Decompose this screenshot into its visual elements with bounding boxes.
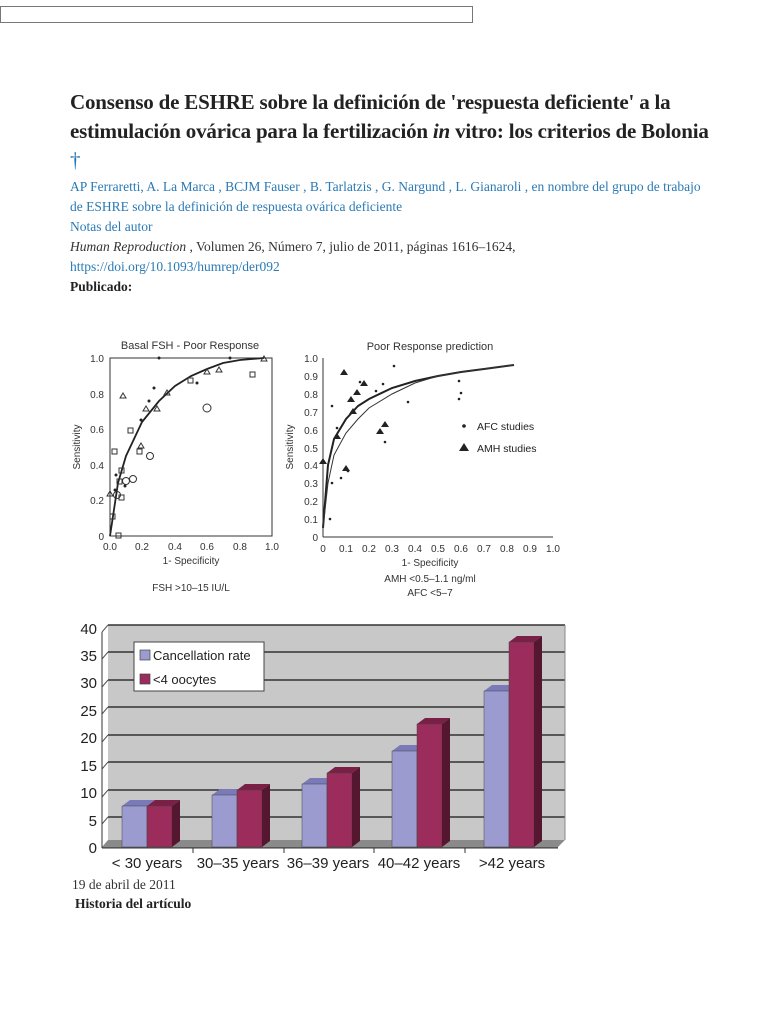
svg-text:>42 years: >42 years bbox=[479, 855, 545, 872]
chart2-ylabel: Sensitivity bbox=[285, 424, 296, 469]
svg-text:36–39 years: 36–39 years bbox=[287, 855, 370, 872]
amh-legend-label: AMH studies bbox=[477, 443, 537, 455]
chart2-caption-afc: AFC <5–7 bbox=[407, 588, 453, 599]
svg-text:0.3: 0.3 bbox=[304, 479, 318, 490]
doi-link[interactable]: https://doi.org/10.1093/humrep/der092 bbox=[70, 259, 280, 274]
svg-text:0.4: 0.4 bbox=[304, 461, 318, 472]
legend-less-4-oocytes: <4 oocytes bbox=[153, 672, 217, 687]
search-input[interactable] bbox=[0, 6, 473, 23]
author-list: AP Ferraretti, A. La Marca , BCJM Fauser… bbox=[70, 179, 701, 214]
chart2-xticks: 0 0.1 0.2 0.3 0.4 0.5 0.6 0.7 0.8 0.9 1.0 bbox=[320, 544, 560, 555]
svg-text:1.0: 1.0 bbox=[304, 354, 318, 365]
svg-text:0.2: 0.2 bbox=[304, 497, 318, 508]
svg-text:20: 20 bbox=[80, 730, 97, 747]
chart1-xlabel: 1- Specificity bbox=[163, 556, 220, 567]
author-link[interactable]: BCJM Fauser bbox=[225, 179, 300, 194]
amh-legend-marker bbox=[459, 443, 469, 451]
svg-text:40: 40 bbox=[80, 621, 97, 638]
chart2-caption-amh: AMH <0.5–1.1 ng/ml bbox=[384, 574, 475, 585]
author-notes-link[interactable]: Notas del autor bbox=[70, 219, 153, 234]
afc-legend-marker bbox=[462, 424, 466, 428]
chart1-caption: FSH >10–15 IU/L bbox=[152, 583, 230, 594]
svg-text:40–42 years: 40–42 years bbox=[378, 855, 461, 872]
svg-text:0.4: 0.4 bbox=[168, 542, 182, 553]
journal-name: Human Reproduction bbox=[70, 239, 187, 254]
svg-text:0: 0 bbox=[98, 532, 104, 543]
svg-text:0.1: 0.1 bbox=[339, 544, 353, 555]
svg-text:15: 15 bbox=[80, 758, 97, 775]
svg-text:0: 0 bbox=[312, 533, 318, 544]
group-link[interactable]: en nombre del grupo de trabajo de ESHRE … bbox=[70, 179, 701, 214]
svg-text:0.8: 0.8 bbox=[500, 544, 514, 555]
chart2-xlabel: 1- Specificity bbox=[402, 558, 459, 569]
author-link[interactable]: G. Nargund bbox=[381, 179, 446, 194]
poor-response-prediction-chart: Poor Response prediction 1.0 0.9 0.8 0.7 0.6… bbox=[285, 341, 560, 599]
svg-text:0.1: 0.1 bbox=[304, 515, 318, 526]
chart1-ylabel: Sensitivity bbox=[72, 424, 83, 469]
svg-text:0.7: 0.7 bbox=[477, 544, 491, 555]
svg-text:0.9: 0.9 bbox=[523, 544, 537, 555]
svg-text:30: 30 bbox=[80, 675, 97, 692]
article-title: Consenso de ESHRE sobre la definición de… bbox=[70, 88, 710, 175]
title-text: Consenso de ESHRE sobre la definición de… bbox=[70, 90, 671, 143]
chart1-yticks: 1.0 0.8 0.6 0.4 0.2 0 bbox=[90, 354, 104, 543]
title-text-end: vitro: los criterios de Bolonia bbox=[450, 119, 709, 143]
svg-text:0.2: 0.2 bbox=[362, 544, 376, 555]
svg-text:0: 0 bbox=[320, 544, 326, 555]
svg-text:5: 5 bbox=[89, 813, 97, 830]
chart1-title: Basal FSH - Poor Response bbox=[121, 340, 259, 352]
author-link[interactable]: A. La Marca bbox=[146, 179, 215, 194]
svg-text:0.3: 0.3 bbox=[385, 544, 399, 555]
svg-text:0.9: 0.9 bbox=[304, 372, 318, 383]
age-bar-chart: 0 5 10 15 20 25 30 35 40 < 30 years 30–35 years … bbox=[80, 621, 566, 872]
bar-yticks: 0 5 10 15 20 25 30 35 40 bbox=[80, 621, 97, 857]
author-link[interactable]: AP Ferraretti bbox=[70, 179, 141, 194]
author-link[interactable]: B. Tarlatzis bbox=[309, 179, 372, 194]
citation: Human Reproduction , Volumen 26, Número … bbox=[70, 237, 550, 277]
svg-text:< 30 years: < 30 years bbox=[112, 855, 182, 872]
published-date: 19 de abril de 2011 bbox=[72, 877, 176, 892]
svg-text:0.8: 0.8 bbox=[233, 542, 247, 553]
svg-text:0.6: 0.6 bbox=[454, 544, 468, 555]
legend-cancellation-rate: Cancellation rate bbox=[153, 648, 251, 663]
author-link[interactable]: L. Gianaroli bbox=[455, 179, 522, 194]
svg-text:0.4: 0.4 bbox=[408, 544, 422, 555]
svg-text:0.6: 0.6 bbox=[200, 542, 214, 553]
svg-text:0: 0 bbox=[89, 840, 97, 857]
svg-text:0.5: 0.5 bbox=[304, 444, 318, 455]
citation-details: , Volumen 26, Número 7, julio de 2011, p… bbox=[186, 239, 516, 254]
title-italic: in bbox=[432, 119, 451, 143]
chart2-title: Poor Response prediction bbox=[367, 341, 494, 353]
svg-text:0.6: 0.6 bbox=[90, 425, 104, 436]
svg-text:0.8: 0.8 bbox=[304, 390, 318, 401]
afc-legend-label: AFC studies bbox=[477, 421, 534, 433]
published-label: Publicado: bbox=[70, 279, 133, 294]
svg-text:0.4: 0.4 bbox=[90, 461, 104, 472]
footnote-dagger-link[interactable]: † bbox=[70, 148, 81, 172]
fsh-roc-chart: Basal FSH - Poor Response 1.00.80.60.40.… bbox=[72, 340, 279, 594]
svg-text:35: 35 bbox=[80, 648, 97, 665]
svg-text:1.0: 1.0 bbox=[265, 542, 279, 553]
svg-text:1.0: 1.0 bbox=[546, 544, 560, 555]
svg-text:0.5: 0.5 bbox=[431, 544, 445, 555]
article-history-heading[interactable]: Historia del artículo bbox=[75, 896, 192, 911]
chart1-xticks: 0.0 0.2 0.4 0.6 0.8 1.0 bbox=[103, 542, 279, 553]
svg-text:0.2: 0.2 bbox=[90, 496, 104, 507]
svg-text:10: 10 bbox=[80, 785, 97, 802]
svg-text:0.8: 0.8 bbox=[90, 390, 104, 401]
chart2-yticks: 1.0 0.9 0.8 0.7 0.6 0.5 0.4 0.3 0.2 0.1 0 bbox=[304, 354, 318, 544]
svg-text:1.0: 1.0 bbox=[90, 354, 104, 365]
roc-figures: Basal FSH - Poor Response 1.00.80.60.40.… bbox=[72, 340, 560, 599]
svg-text:0.2: 0.2 bbox=[135, 542, 149, 553]
bars bbox=[121, 636, 542, 848]
bar-xlabels: < 30 years 30–35 years 36–39 years 40–42… bbox=[112, 855, 545, 872]
bar-legend: Cancellation rate <4 oocytes bbox=[133, 641, 265, 692]
svg-text:30–35 years: 30–35 years bbox=[197, 855, 280, 872]
svg-text:0.0: 0.0 bbox=[103, 542, 117, 553]
svg-text:25: 25 bbox=[80, 703, 97, 720]
svg-text:0.7: 0.7 bbox=[304, 408, 318, 419]
svg-text:0.6: 0.6 bbox=[304, 426, 318, 437]
